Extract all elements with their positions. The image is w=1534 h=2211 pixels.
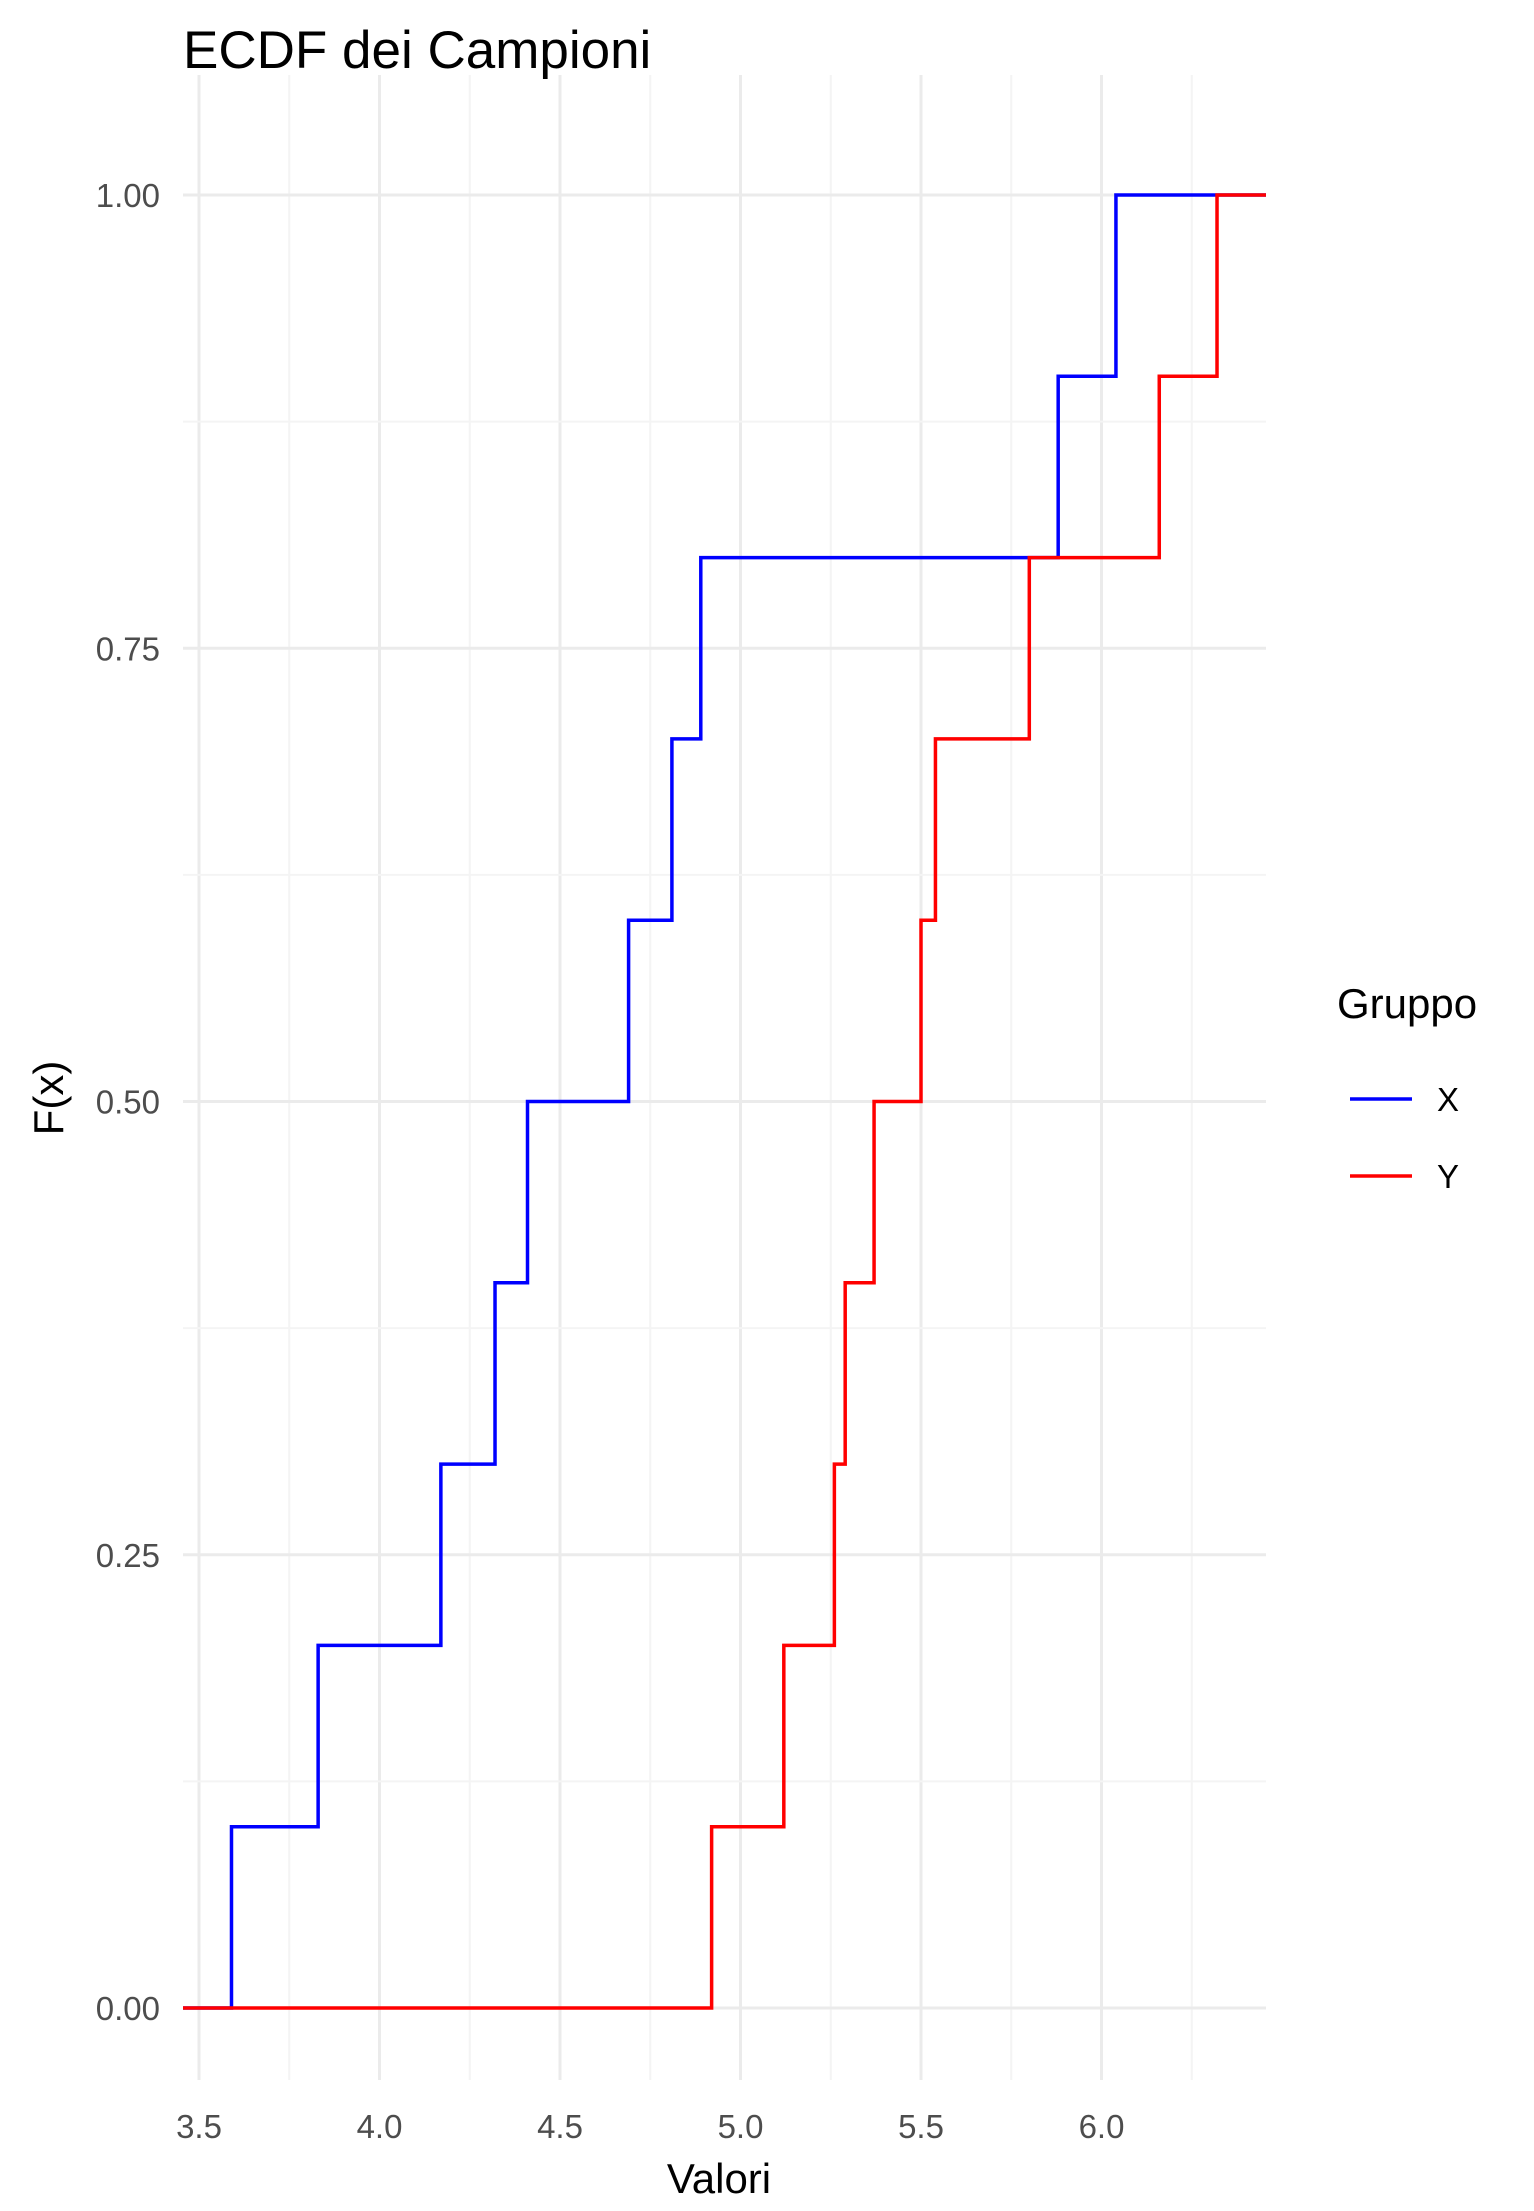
legend-title: Gruppo: [1337, 980, 1477, 1027]
legend: Gruppo X Y: [1337, 980, 1477, 1195]
y-tick-label: 1.00: [96, 177, 160, 214]
series-x-ecdf-line: [183, 193, 1266, 2010]
plot-grid: [183, 75, 1266, 2080]
series-y-ecdf-line: [183, 193, 1266, 2010]
x-tick-label: 6.0: [1079, 2108, 1125, 2145]
y-tick-label: 0.75: [96, 630, 160, 667]
y-tick-label: 0.25: [96, 1537, 160, 1574]
chart-title: ECDF dei Campioni: [183, 21, 651, 80]
legend-label-y: Y: [1437, 1158, 1459, 1195]
legend-label-x: X: [1437, 1081, 1459, 1118]
x-tick-label: 4.0: [357, 2108, 403, 2145]
y-axis-ticks: 0.00 0.25 0.50 0.75 1.00: [96, 177, 160, 2027]
x-axis-ticks: 3.5 4.0 4.5 5.0 5.5 6.0: [176, 2108, 1124, 2145]
x-tick-label: 5.0: [718, 2108, 764, 2145]
x-tick-label: 4.5: [537, 2108, 583, 2145]
y-axis-label: F(x): [25, 1061, 72, 1136]
x-axis-label: Valori: [667, 2155, 771, 2202]
y-tick-label: 0.00: [96, 1990, 160, 2027]
x-tick-label: 3.5: [176, 2108, 222, 2145]
y-tick-label: 0.50: [96, 1084, 160, 1121]
plot-series: [183, 193, 1266, 2010]
x-tick-label: 5.5: [898, 2108, 944, 2145]
